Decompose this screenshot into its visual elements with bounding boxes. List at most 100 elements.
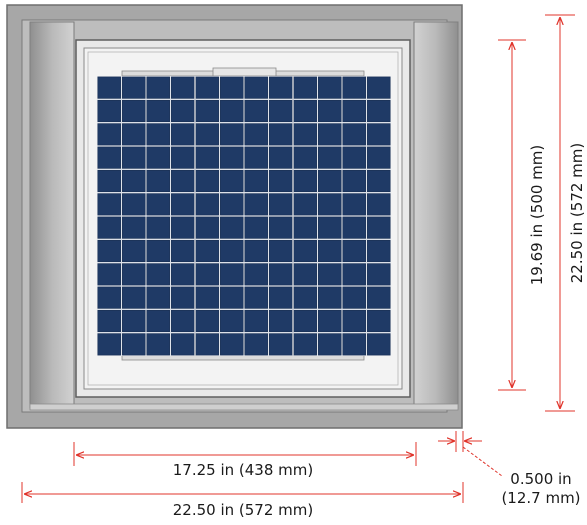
- solar-cell: [342, 333, 366, 356]
- solar-cell: [171, 76, 195, 99]
- solar-cell: [293, 239, 317, 263]
- enclosure-bottom-lip: [29, 403, 459, 411]
- wall-thickness-in-label: 0.500 in: [510, 470, 571, 488]
- solar-cell: [293, 169, 317, 193]
- inner-width-label: 17.25 in (438 mm): [173, 461, 313, 479]
- outer-height-label: 22.50 in (572 mm): [568, 143, 586, 283]
- solar-cell: [97, 99, 121, 123]
- solar-cell: [293, 216, 317, 239]
- solar-cell: [195, 333, 219, 356]
- solar-cell: [122, 169, 146, 193]
- enclosure-right-side: [413, 21, 459, 409]
- solar-cell: [269, 216, 293, 239]
- solar-cell: [342, 263, 366, 286]
- solar-cell: [171, 333, 195, 356]
- solar-cell: [146, 193, 170, 216]
- solar-cell: [122, 123, 146, 146]
- solar-cell: [244, 309, 268, 333]
- solar-cell: [220, 286, 244, 309]
- solar-cell: [220, 309, 244, 333]
- solar-cell: [244, 193, 268, 216]
- solar-cell: [195, 263, 219, 286]
- solar-cell: [318, 169, 342, 193]
- outer-width-label: 22.50 in (572 mm): [173, 501, 313, 519]
- solar-cell: [269, 333, 293, 356]
- solar-cell: [342, 146, 366, 169]
- solar-cell: [171, 239, 195, 263]
- top-junction-box: [212, 67, 277, 77]
- solar-cell: [244, 146, 268, 169]
- solar-cell: [195, 146, 219, 169]
- solar-cell: [97, 76, 121, 99]
- solar-cell: [318, 216, 342, 239]
- solar-cell: [122, 76, 146, 99]
- solar-cell: [146, 169, 170, 193]
- solar-cell: [195, 169, 219, 193]
- solar-cell: [220, 99, 244, 123]
- panel-height-label: 19.69 in (500 mm): [528, 145, 546, 285]
- solar-cell: [318, 76, 342, 99]
- solar-cell: [146, 263, 170, 286]
- solar-cell: [367, 309, 391, 333]
- solar-cell: [171, 309, 195, 333]
- solar-cell: [122, 193, 146, 216]
- solar-cell: [97, 146, 121, 169]
- solar-cell: [146, 99, 170, 123]
- solar-cell: [293, 76, 317, 99]
- solar-cell: [97, 263, 121, 286]
- solar-cell: [293, 193, 317, 216]
- solar-cell: [122, 216, 146, 239]
- solar-cell: [367, 76, 391, 99]
- solar-cell: [122, 99, 146, 123]
- solar-cell: [269, 309, 293, 333]
- solar-cell: [318, 263, 342, 286]
- solar-cell: [171, 193, 195, 216]
- solar-cell: [367, 239, 391, 263]
- solar-cell: [367, 286, 391, 309]
- solar-cell: [342, 99, 366, 123]
- solar-cell: [367, 169, 391, 193]
- solar-cell: [146, 309, 170, 333]
- solar-cell: [195, 216, 219, 239]
- solar-cell: [171, 169, 195, 193]
- solar-cell: [146, 146, 170, 169]
- solar-cell: [146, 123, 170, 146]
- solar-cell: [122, 333, 146, 356]
- solar-cell: [244, 286, 268, 309]
- solar-cell-grid: [97, 76, 391, 356]
- solar-cell: [220, 263, 244, 286]
- solar-cell: [367, 216, 391, 239]
- solar-cell: [318, 333, 342, 356]
- solar-cell: [97, 286, 121, 309]
- solar-cell: [367, 99, 391, 123]
- solar-cell: [122, 239, 146, 263]
- solar-cell: [97, 123, 121, 146]
- solar-cell: [220, 76, 244, 99]
- solar-cell: [342, 286, 366, 309]
- solar-cell: [293, 333, 317, 356]
- solar-cell: [342, 123, 366, 146]
- solar-cell: [367, 146, 391, 169]
- solar-cell: [171, 216, 195, 239]
- solar-cell: [171, 123, 195, 146]
- solar-cell: [318, 309, 342, 333]
- solar-cell: [171, 146, 195, 169]
- solar-cell: [171, 263, 195, 286]
- solar-cell: [220, 146, 244, 169]
- wall-leader: [462, 446, 503, 477]
- solar-cell: [293, 309, 317, 333]
- solar-cell: [293, 123, 317, 146]
- solar-cell: [97, 169, 121, 193]
- enclosure-left-side: [29, 21, 75, 409]
- solar-cell: [220, 216, 244, 239]
- solar-cell: [342, 216, 366, 239]
- solar-cell: [342, 309, 366, 333]
- solar-cell: [195, 99, 219, 123]
- solar-cell: [367, 123, 391, 146]
- solar-cell: [195, 193, 219, 216]
- solar-cell: [269, 193, 293, 216]
- solar-cell: [342, 76, 366, 99]
- solar-cell: [146, 333, 170, 356]
- solar-cell: [244, 123, 268, 146]
- wall-thickness-mm-label: (12.7 mm): [501, 489, 580, 507]
